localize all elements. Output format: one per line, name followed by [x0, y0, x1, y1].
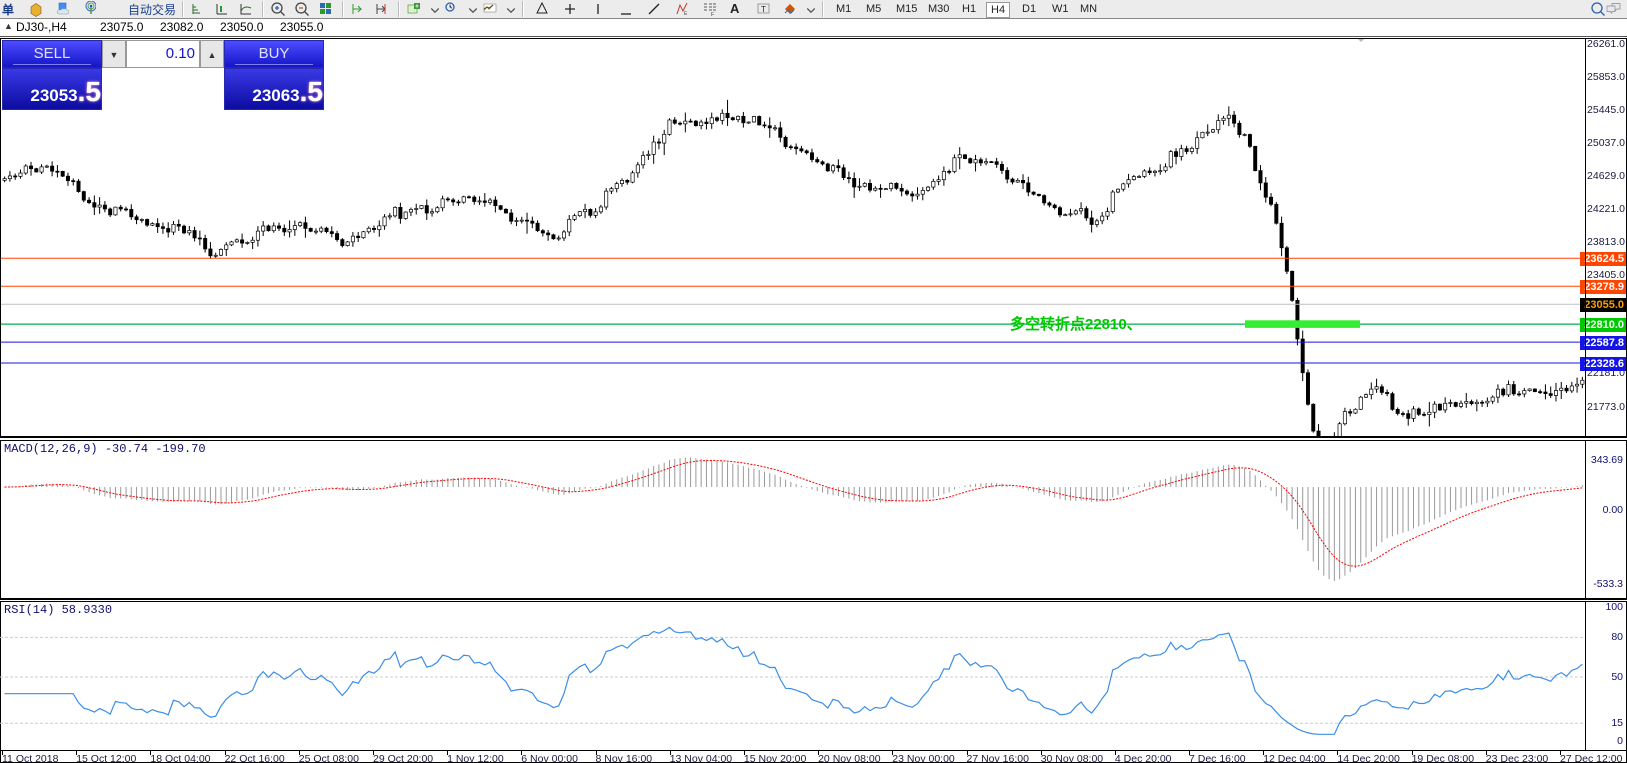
svg-text:多空转折点22810、: 多空转折点22810、: [1010, 315, 1142, 333]
svg-text:T: T: [761, 5, 766, 14]
svg-text:F: F: [711, 12, 714, 17]
svg-text:E: E: [684, 11, 688, 17]
